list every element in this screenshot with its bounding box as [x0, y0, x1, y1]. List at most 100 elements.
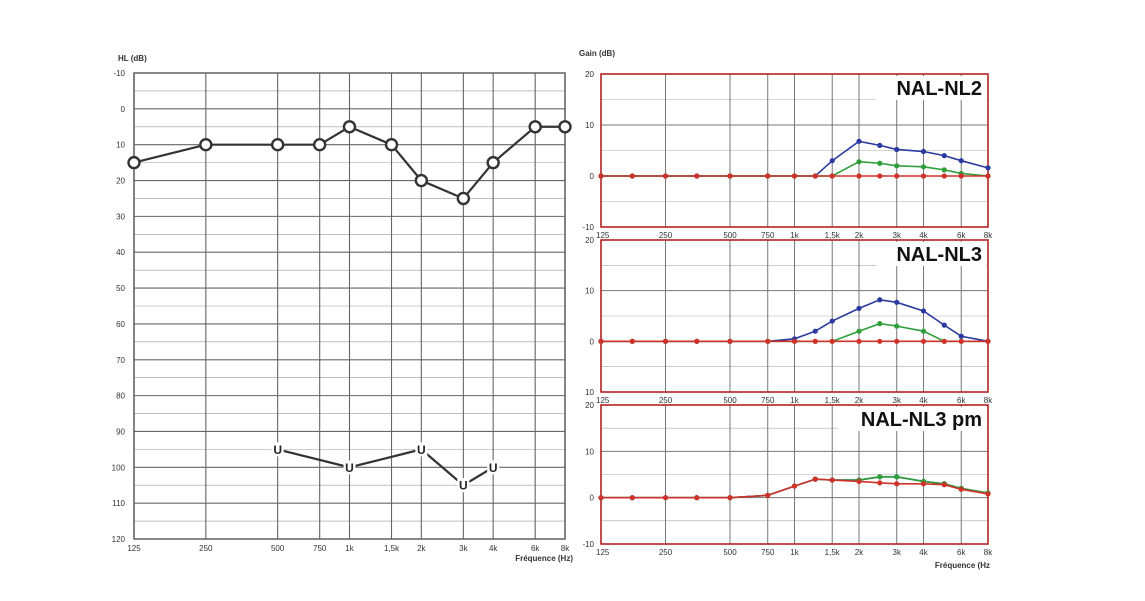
data-point: [765, 338, 771, 344]
data-point: [941, 338, 947, 344]
x-tick-label: 6k: [957, 548, 966, 557]
x-tick-label: 1,5k: [384, 544, 400, 553]
data-point: [920, 164, 927, 170]
x-tick-label: 4k: [919, 396, 928, 405]
x-tick-label: 8k: [984, 396, 993, 405]
data-point: [941, 482, 947, 488]
x-tick-label: 6k: [957, 396, 966, 405]
x-tick-label: 2k: [855, 231, 864, 240]
data-point: [727, 338, 733, 344]
x-tick-label: 2k: [417, 544, 426, 553]
data-point: [894, 323, 900, 329]
data-point: [877, 160, 883, 166]
y-tick-label: 60: [116, 320, 125, 329]
x-tick-label: 1,5k: [825, 396, 841, 405]
x-tick-label: 250: [199, 544, 213, 553]
plot-frame: [600, 239, 989, 393]
data-point: [829, 158, 835, 164]
data-point: [920, 173, 927, 179]
y-tick-label: 80: [116, 392, 125, 401]
x-tick-label: 8k: [561, 544, 570, 553]
title-bg: [876, 76, 986, 100]
data-point: [342, 120, 357, 134]
data-point: [894, 163, 900, 169]
data-point: [856, 305, 862, 311]
data-point: [662, 495, 669, 501]
x-tick-label: 1,5k: [825, 548, 841, 557]
y-tick-label: 90: [116, 427, 125, 436]
data-point: [856, 478, 862, 485]
y-tick-label: 70: [116, 356, 125, 365]
y-tick-label: 0: [590, 172, 595, 181]
data-point-label: U: [489, 461, 498, 475]
data-point: [958, 173, 964, 179]
gain-chart-nal-nl3-pm: -10 0 10 20 125 250 500 750 1k 1,5k 2k 3k 4k 6k 8k NAL-…: [582, 401, 993, 570]
data-point: [812, 328, 818, 334]
data-point: [812, 476, 818, 482]
data-point: [127, 155, 141, 170]
data-point: [486, 155, 500, 170]
data-point: [920, 308, 927, 314]
y-tick-label: 10: [585, 287, 594, 296]
x-tick-label: 4k: [489, 544, 498, 553]
data-point: [856, 138, 862, 144]
data-point: [920, 148, 927, 155]
x-tick-label: 2k: [855, 396, 864, 405]
plot-frame: [600, 73, 989, 228]
x-tick-label: 125: [596, 548, 610, 557]
y-tick-label: 100: [112, 463, 126, 472]
x-tick-label: 4k: [919, 548, 928, 557]
y-tick-label: 20: [116, 177, 125, 186]
title-bg: [876, 242, 986, 266]
x-tick-label: 6k: [957, 231, 966, 240]
x-tick-label: 8k: [984, 231, 993, 240]
data-point: [727, 495, 733, 501]
data-point: [829, 477, 835, 483]
data-point-bg: [457, 478, 470, 493]
data-point: [558, 120, 572, 134]
data-point: [791, 338, 798, 344]
y-tick-label: -10: [113, 69, 125, 78]
data-point: [877, 338, 883, 344]
y-tick-label: 110: [112, 499, 125, 508]
data-point: [727, 173, 733, 179]
x-tick-label: 3k: [893, 548, 902, 557]
x-tick-label: 4k: [919, 231, 928, 240]
data-point: [199, 137, 213, 152]
data-point: [894, 481, 900, 487]
data-point-label: U: [345, 461, 354, 475]
data-point: [941, 173, 947, 179]
data-point: [941, 322, 947, 328]
data-point: [829, 173, 835, 179]
y-tick-label: 0: [121, 105, 126, 114]
x-tick-label: 250: [659, 396, 673, 405]
data-point: [958, 158, 964, 164]
data-point: [941, 167, 947, 173]
data-point: [694, 495, 700, 501]
data-point-label: U: [459, 479, 468, 493]
y-tick-label: 20: [585, 401, 594, 410]
y-tick-label: 10: [116, 141, 125, 150]
data-point: [598, 173, 604, 179]
data-point: [894, 338, 900, 344]
data-point: [985, 338, 991, 344]
data-point-bg: [271, 442, 284, 457]
data-point: [856, 173, 862, 179]
y-tick-label: 20: [585, 70, 594, 79]
x-tick-label: 6k: [531, 544, 540, 553]
data-point: [877, 173, 883, 179]
data-point: [920, 328, 927, 334]
x-tick-label: 1,5k: [825, 231, 841, 240]
data-point: [765, 173, 771, 179]
data-point: [812, 338, 818, 344]
y-tick-label: 30: [116, 212, 125, 221]
data-point: [877, 474, 883, 480]
data-point: [694, 338, 700, 344]
data-point: [694, 173, 700, 179]
x-tick-label: 1k: [345, 544, 354, 553]
y-tick-label: 10: [585, 388, 594, 397]
data-point: [877, 321, 883, 327]
x-tick-label: 500: [723, 396, 737, 405]
data-point: [829, 338, 835, 344]
data-point: [312, 137, 327, 152]
